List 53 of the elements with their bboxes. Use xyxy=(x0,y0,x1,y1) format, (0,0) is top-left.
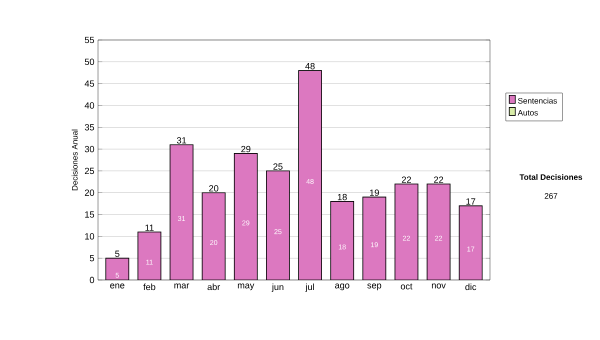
total-label: 22 xyxy=(434,176,444,183)
total-label: 29 xyxy=(241,146,250,152)
total-label: 11 xyxy=(145,224,154,231)
x-tick-label: mar xyxy=(174,284,190,288)
y-tick-label: 45 xyxy=(84,80,94,87)
total-label: 25 xyxy=(273,163,283,170)
total-label: 19 xyxy=(370,190,379,196)
y-tick-label: 35 xyxy=(84,124,94,130)
text: 267 xyxy=(544,193,558,199)
total-label: 31 xyxy=(176,137,186,144)
bar xyxy=(266,170,290,280)
y-tick-label: 50 xyxy=(84,58,94,66)
bar xyxy=(394,184,418,280)
bar xyxy=(427,184,450,280)
x-tick-label: may xyxy=(238,284,254,290)
y-tick-label: 20 xyxy=(84,190,94,196)
bar xyxy=(458,205,483,280)
text: Total Decisiones xyxy=(520,174,582,180)
y-tick-label: 5 xyxy=(90,255,94,262)
bar xyxy=(362,197,386,280)
x-tick-label: ago xyxy=(335,284,350,290)
y-axis-title: Decisiones Anual xyxy=(72,130,78,190)
x-tick-label: nov xyxy=(432,284,446,288)
total-label: 17 xyxy=(466,198,476,205)
bar xyxy=(202,192,226,280)
y-tick-label: 40 xyxy=(84,102,94,109)
x-tick-label: jun xyxy=(272,284,284,292)
total-label: 22 xyxy=(402,176,412,183)
bar xyxy=(298,70,322,280)
x-tick-label: oct xyxy=(400,284,412,290)
bar xyxy=(330,201,354,280)
y-tick-label: 10 xyxy=(85,233,94,240)
x-tick-label: feb xyxy=(143,284,156,290)
total-label: 18 xyxy=(338,194,347,200)
bar xyxy=(138,232,161,280)
x-tick-label: sep xyxy=(367,284,382,290)
y-tick-label: 30 xyxy=(84,146,94,152)
bar xyxy=(106,258,129,280)
x-tick-label: dic xyxy=(465,284,476,290)
bar xyxy=(170,144,194,280)
x-tick-label: abr xyxy=(208,284,220,290)
y-tick-label: 0 xyxy=(90,276,94,284)
y-tick-label: 15 xyxy=(85,211,94,218)
y-tick-label: 25 xyxy=(84,168,94,174)
y-tick-label: 55 xyxy=(84,36,94,44)
bar xyxy=(234,153,258,280)
x-tick-label: ene xyxy=(110,284,124,288)
legend-label: Autos xyxy=(518,110,538,116)
legend-label: Sentencias xyxy=(518,98,557,104)
x-tick-label: jul xyxy=(305,284,314,292)
total-label: 20 xyxy=(209,185,218,192)
total-label: 48 xyxy=(305,62,315,70)
total-label: 5 xyxy=(115,250,120,257)
